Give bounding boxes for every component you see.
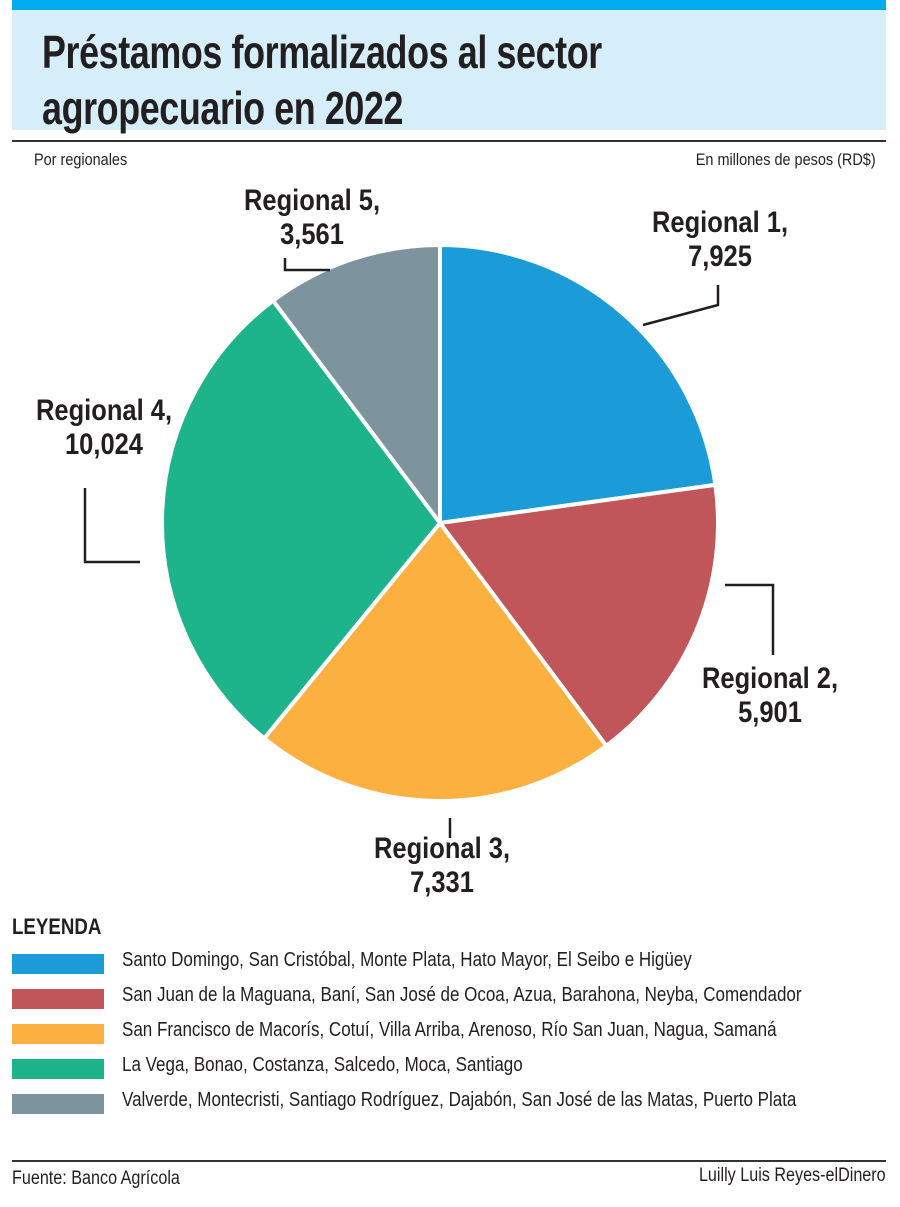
leader-line-regional-2: [725, 583, 775, 655]
pie-slice-regional-2: [438, 482, 720, 748]
legend-text: La Vega, Bonao, Costanza, Salcedo, Moca,…: [122, 1054, 523, 1076]
legend-swatch: [12, 1094, 104, 1114]
pie-chart: [83, 243, 775, 838]
legend-swatch: [12, 1024, 104, 1044]
legend-item-regional-4: La Vega, Bonao, Costanza, Salcedo, Moca,…: [12, 1054, 892, 1080]
label-regional-2: Regional 2, 5,901: [702, 662, 838, 730]
label-value: 3,561: [280, 218, 344, 251]
legend-text: Santo Domingo, San Cristóbal, Monte Plat…: [122, 949, 692, 971]
label-value: 7,331: [410, 866, 474, 899]
page-title: Préstamos formalizados al sector agropec…: [42, 24, 602, 136]
legend-text: San Juan de la Maguana, Baní, San José d…: [122, 984, 802, 1006]
label-value: 5,901: [738, 696, 802, 729]
legend-text: Valverde, Montecristi, Santiago Rodrígue…: [122, 1089, 797, 1111]
pie-slice-regional-1: [438, 243, 718, 525]
label-regional-4: Regional 4, 10,024: [36, 394, 172, 462]
subtitle-right: En millones de pesos (RD$): [696, 150, 876, 169]
label-name: Regional 2,: [702, 662, 839, 695]
label-name: Regional 5,: [244, 184, 381, 217]
legend-title: LEYENDA: [12, 914, 102, 939]
header-divider: [12, 140, 886, 142]
title-line-1: Préstamos formalizados al sector: [42, 26, 602, 78]
pie-slice-regional-3: [262, 521, 609, 803]
pie-slice-regional-4: [160, 298, 442, 741]
leader-line-regional-4: [83, 488, 140, 564]
label-name: Regional 3,: [374, 832, 511, 865]
legend-swatch: [12, 954, 104, 974]
title-banner: Préstamos formalizados al sector agropec…: [12, 10, 886, 134]
label-value: 10,024: [64, 428, 143, 461]
credit-text: Luilly Luis Reyes-elDinero: [699, 1165, 886, 1186]
subtitle-left: Por regionales: [34, 150, 128, 169]
legend-item-regional-1: Santo Domingo, San Cristóbal, Monte Plat…: [12, 949, 892, 975]
legend-item-regional-3: San Francisco de Macorís, Cotuí, Villa A…: [12, 1019, 892, 1045]
leader-lines: [83, 258, 775, 838]
label-name: Regional 4,: [36, 394, 173, 427]
title-line-2: agropecuario en 2022: [42, 82, 404, 134]
label-value: 7,925: [688, 240, 752, 273]
label-regional-5: Regional 5, 3,561: [244, 184, 380, 252]
label-regional-1: Regional 1, 7,925: [652, 206, 788, 274]
legend-swatch: [12, 1059, 104, 1079]
source-text: Fuente: Banco Agrícola: [12, 1168, 180, 1189]
leader-line-regional-5: [283, 258, 330, 272]
leader-line-regional-1: [642, 285, 720, 327]
label-regional-3: Regional 3, 7,331: [374, 832, 510, 900]
footer-divider: [12, 1160, 886, 1162]
legend-swatch: [12, 989, 104, 1009]
label-name: Regional 1,: [652, 206, 789, 239]
legend-item-regional-2: San Juan de la Maguana, Baní, San José d…: [12, 984, 892, 1010]
legend-text: San Francisco de Macorís, Cotuí, Villa A…: [122, 1019, 777, 1041]
pie-slice-regional-5: [271, 243, 442, 525]
top-accent-bar: [12, 0, 886, 10]
legend-item-regional-5: Valverde, Montecristi, Santiago Rodrígue…: [12, 1089, 892, 1115]
